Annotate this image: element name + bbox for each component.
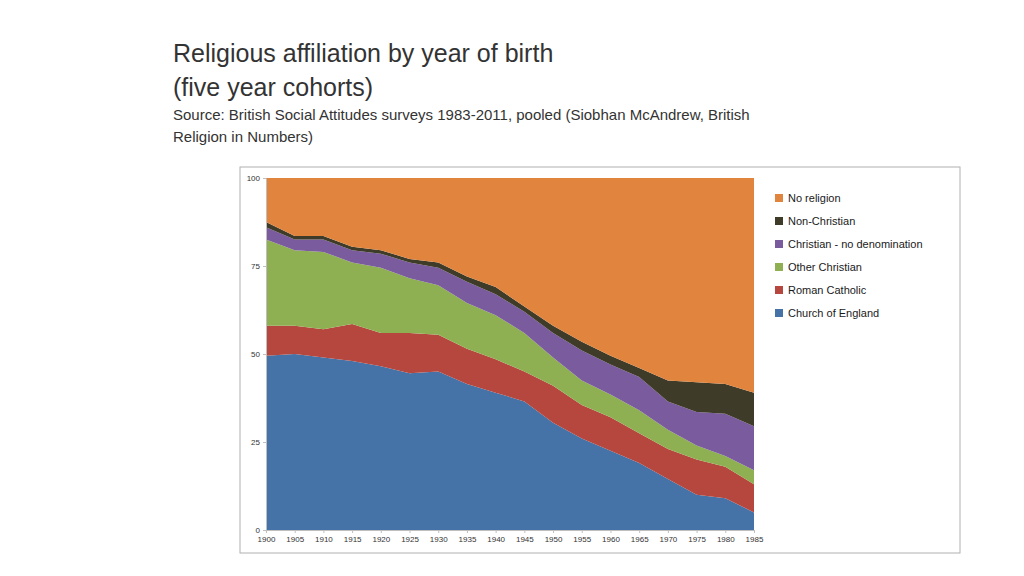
tick-mark xyxy=(582,530,583,533)
legend-swatch xyxy=(775,217,783,225)
tick-mark xyxy=(263,442,266,443)
tick-label: 1925 xyxy=(401,535,419,544)
tick-label: 1945 xyxy=(516,535,534,544)
tick: 50 xyxy=(251,350,266,359)
tick-mark xyxy=(295,530,296,533)
tick-mark xyxy=(639,530,640,533)
tick-mark xyxy=(266,530,267,533)
chart-frame xyxy=(240,167,960,553)
tick-label: 1975 xyxy=(688,535,706,544)
tick-label: 1985 xyxy=(746,535,764,544)
tick-mark xyxy=(323,530,324,533)
legend-label: Christian - no denomination xyxy=(788,238,923,250)
legend-label: Church of England xyxy=(788,307,879,319)
tick: 1950 xyxy=(545,530,563,544)
tick: 1920 xyxy=(372,530,390,544)
tick-label: 50 xyxy=(251,350,260,359)
legend-item: No religion xyxy=(775,192,841,204)
legend-label: Non-Christian xyxy=(788,215,855,227)
tick-mark xyxy=(410,530,411,533)
tick-mark xyxy=(725,530,726,533)
tick-label: 1905 xyxy=(286,535,304,544)
tick-mark xyxy=(263,354,266,355)
tick-label: 1950 xyxy=(545,535,563,544)
tick: 1940 xyxy=(487,530,505,544)
legend-item: Christian - no denomination xyxy=(775,238,923,250)
tick: 100 xyxy=(247,174,266,183)
legend-item: Non-Christian xyxy=(775,215,855,227)
tick-label: 1980 xyxy=(717,535,735,544)
legend-label: No religion xyxy=(788,192,841,204)
tick-mark xyxy=(263,530,266,531)
tick-mark xyxy=(697,530,698,533)
tick: 1985 xyxy=(746,530,764,544)
plot-area xyxy=(266,178,754,530)
tick-label: 1960 xyxy=(602,535,620,544)
tick-mark xyxy=(668,530,669,533)
tick-label: 1940 xyxy=(487,535,505,544)
tick-label: 75 xyxy=(251,262,260,271)
tick: 1970 xyxy=(659,530,677,544)
subtitle: Source: British Social Attitudes surveys… xyxy=(173,106,750,123)
legend-item: Other Christian xyxy=(775,261,862,273)
tick: 1930 xyxy=(430,530,448,544)
legend-swatch xyxy=(775,263,783,271)
tick: 1945 xyxy=(516,530,534,544)
tick-label: 1930 xyxy=(430,535,448,544)
tick: 1910 xyxy=(315,530,333,544)
tick-label: 1910 xyxy=(315,535,333,544)
tick-label: 1920 xyxy=(372,535,390,544)
y-axis: 0255075100 xyxy=(247,174,267,535)
legend-swatch xyxy=(775,194,783,202)
tick: 75 xyxy=(251,262,266,271)
legend-label: Other Christian xyxy=(788,261,862,273)
title: Religious affiliation by year of birth xyxy=(173,39,553,67)
legend-swatch xyxy=(775,309,783,317)
tick-label: 100 xyxy=(247,174,261,183)
tick-label: 1955 xyxy=(573,535,591,544)
tick-mark xyxy=(553,530,554,533)
tick-label: 1965 xyxy=(631,535,649,544)
tick: 1955 xyxy=(573,530,591,544)
tick-mark xyxy=(352,530,353,533)
tick-mark xyxy=(467,530,468,533)
tick-label: 1970 xyxy=(659,535,677,544)
tick: 1935 xyxy=(459,530,477,544)
tick-label: 1935 xyxy=(459,535,477,544)
subtitle: Religion in Numbers) xyxy=(173,128,313,145)
tick: 1980 xyxy=(717,530,735,544)
tick-mark xyxy=(754,530,755,533)
tick: 1900 xyxy=(258,530,276,544)
area-layer xyxy=(266,178,754,393)
title-group: Religious affiliation by year of birth (f… xyxy=(173,39,750,145)
tick-label: 1915 xyxy=(344,535,362,544)
tick: 1915 xyxy=(344,530,362,544)
tick: 1905 xyxy=(286,530,304,544)
chart-canvas: Religious affiliation by year of birth (f… xyxy=(0,0,1024,576)
axis-line xyxy=(263,179,267,531)
tick-mark xyxy=(496,530,497,533)
legend-swatch xyxy=(775,286,783,294)
tick-label: 1900 xyxy=(258,535,276,544)
tick: 1925 xyxy=(401,530,419,544)
tick-label: 25 xyxy=(251,438,260,447)
legend-item: Church of England xyxy=(775,307,879,319)
legend-item: Roman Catholic xyxy=(775,284,867,296)
title: (five year cohorts) xyxy=(173,73,373,101)
tick: 1975 xyxy=(688,530,706,544)
tick-mark xyxy=(610,530,611,533)
legend-label: Roman Catholic xyxy=(788,284,867,296)
tick-mark xyxy=(263,178,266,179)
legend-swatch xyxy=(775,240,783,248)
tick-mark xyxy=(438,530,439,533)
tick: 1960 xyxy=(602,530,620,544)
axis-line xyxy=(267,531,755,534)
tick-mark xyxy=(263,266,266,267)
tick: 25 xyxy=(251,438,266,447)
x-axis: 1900 1905 1910 1915 1920 1925 1930 1935 1940 1945… xyxy=(258,530,764,544)
legend: No religion Non-Christian Christian - no d… xyxy=(775,192,923,319)
tick: 1965 xyxy=(631,530,649,544)
tick-mark xyxy=(524,530,525,533)
tick-mark xyxy=(381,530,382,533)
